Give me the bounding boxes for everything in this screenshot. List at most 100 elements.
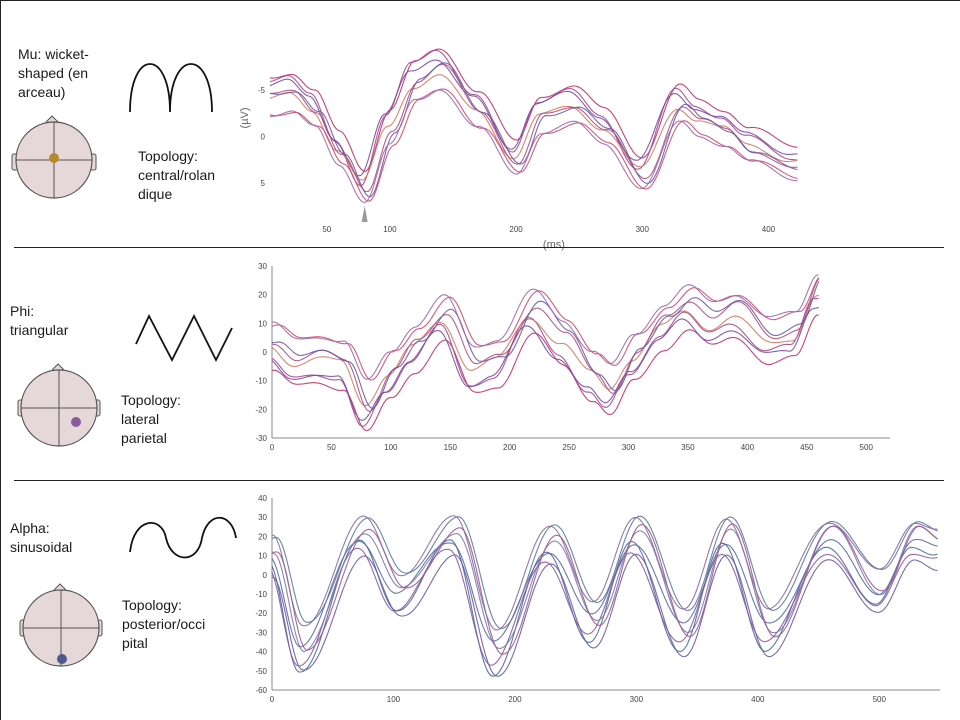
- alpha-title-line: Alpha:: [10, 520, 50, 536]
- alpha-y-tick-label: 40: [258, 494, 267, 503]
- mu-x-tick-label: 50: [322, 225, 331, 234]
- phi-trace-line: [271, 297, 819, 428]
- alpha-y-tick-label: 0: [263, 571, 268, 580]
- phi-topology-line: Topology:: [121, 392, 181, 408]
- mu-y-tick-label: -5: [258, 86, 266, 95]
- stimulus-marker-icon: [361, 206, 368, 222]
- divider-1: [14, 247, 944, 248]
- mu-x-tick-label: 400: [762, 225, 776, 234]
- alpha-trace-line: [271, 523, 938, 655]
- phi-y-tick-label: 30: [258, 262, 267, 271]
- phi-trace-line: [271, 314, 819, 432]
- alpha-trace-line: [271, 515, 938, 631]
- phi-trace-line: [272, 274, 819, 380]
- alpha-x-tick-label: 0: [270, 695, 275, 704]
- alpha-trace-line: [271, 538, 938, 648]
- phi-x-tick-label: 50: [327, 443, 336, 452]
- phi-y-tick-label: -10: [255, 377, 267, 386]
- mu-head-icon: [11, 115, 97, 199]
- mu-topology-line: central/rolan: [138, 167, 216, 183]
- mu-y-axis-label: (µV): [239, 107, 251, 128]
- alpha-x-tick-label: 300: [630, 695, 644, 704]
- alpha-y-tick-label: 10: [258, 552, 267, 561]
- phi-x-tick-label: 400: [741, 443, 755, 452]
- frame-left-border: [0, 0, 1, 720]
- phi-trace-line: [271, 277, 820, 381]
- phi-x-tick-label: 450: [800, 443, 814, 452]
- phi-electrode: [71, 417, 81, 427]
- mu-trace-line: [269, 74, 798, 181]
- mu-waveform-icon: [129, 63, 213, 113]
- mu-title: Mu: wicket- shaped (en arceau): [18, 45, 128, 102]
- alpha-x-tick-label: 100: [387, 695, 401, 704]
- phi-y-tick-label: -20: [255, 405, 267, 414]
- alpha-y-tick-label: -30: [255, 628, 267, 637]
- alpha-head-icon: [19, 583, 103, 667]
- alpha-trace-line: [271, 547, 938, 667]
- phi-trace-line: [271, 281, 820, 409]
- phi-x-tick-label: 0: [270, 443, 275, 452]
- phi-x-tick-label: 150: [444, 443, 458, 452]
- phi-x-tick-label: 100: [384, 443, 398, 452]
- alpha-y-tick-label: -10: [255, 590, 267, 599]
- alpha-topology-line: pital: [122, 635, 148, 651]
- mu-trace-line: [269, 48, 798, 172]
- alpha-trace-line: [271, 539, 938, 677]
- phi-title-line: Phi:: [10, 303, 35, 319]
- mu-x-tick-label: 300: [636, 225, 650, 234]
- phi-x-tick-label: 350: [681, 443, 695, 452]
- phi-topology: Topology: lateral parietal: [121, 391, 231, 448]
- phi-trace-line: [271, 278, 820, 413]
- phi-y-tick-label: 10: [258, 319, 267, 328]
- phi-y-tick-label: 0: [263, 348, 268, 357]
- phi-y-tick-label: 20: [258, 291, 267, 300]
- mu-trace-line: [269, 88, 798, 202]
- alpha-x-tick-label: 500: [873, 695, 887, 704]
- alpha-y-tick-label: -50: [255, 667, 267, 676]
- mu-trace-line: [269, 59, 798, 177]
- mu-topology: Topology: central/rolan dique: [138, 147, 248, 204]
- phi-trace-line: [271, 294, 819, 407]
- mu-y-tick-label: 5: [261, 179, 266, 188]
- mu-topology-line: dique: [138, 186, 173, 202]
- divider-2: [14, 480, 944, 481]
- mu-title-line: shaped (en: [18, 65, 89, 81]
- alpha-y-tick-label: -40: [255, 648, 267, 657]
- mu-y-tick-label: 0: [261, 133, 266, 142]
- phi-x-tick-label: 500: [860, 443, 874, 452]
- phi-title-line: triangular: [10, 322, 69, 338]
- phi-topology-line: parietal: [121, 430, 167, 446]
- frame-top-border: [0, 0, 960, 1]
- mu-electrode: [49, 153, 59, 163]
- alpha-x-tick-label: 400: [751, 695, 765, 704]
- alpha-y-tick-label: 20: [258, 532, 267, 541]
- mu-x-tick-label: 100: [383, 225, 397, 234]
- alpha-topology-line: Topology:: [122, 597, 182, 613]
- alpha-title: Alpha: sinusoidal: [10, 519, 120, 557]
- mu-title-line: arceau): [18, 84, 66, 100]
- alpha-electrode: [57, 654, 67, 664]
- mu-trace-line: [269, 62, 798, 198]
- mu-trace-line: [269, 63, 798, 193]
- mu-eeg-plot: -5 0 5 50 100 200 300 400 (ms) (µV): [239, 48, 798, 251]
- mu-trace-line: [270, 89, 798, 203]
- alpha-x-tick-label: 200: [508, 695, 522, 704]
- phi-waveform-icon: [135, 313, 233, 363]
- phi-x-tick-label: 200: [503, 443, 517, 452]
- mu-title-line: Mu: wicket-: [18, 46, 89, 62]
- alpha-trace-line: [271, 553, 938, 677]
- mu-trace-line: [269, 49, 798, 187]
- alpha-y-tick-label: -60: [255, 686, 267, 695]
- phi-trace-line: [271, 307, 819, 421]
- mu-x-tick-label: 200: [509, 225, 523, 234]
- phi-x-tick-label: 250: [562, 443, 576, 452]
- mu-topology-line: Topology:: [138, 148, 198, 164]
- phi-x-tick-label: 300: [622, 443, 636, 452]
- alpha-waveform-icon: [129, 517, 237, 559]
- mu-x-axis-label: (ms): [543, 239, 565, 251]
- phi-title: Phi: triangular: [10, 302, 120, 340]
- alpha-y-tick-label: -20: [255, 609, 267, 618]
- alpha-title-line: sinusoidal: [10, 539, 73, 555]
- phi-head-icon: [17, 363, 101, 447]
